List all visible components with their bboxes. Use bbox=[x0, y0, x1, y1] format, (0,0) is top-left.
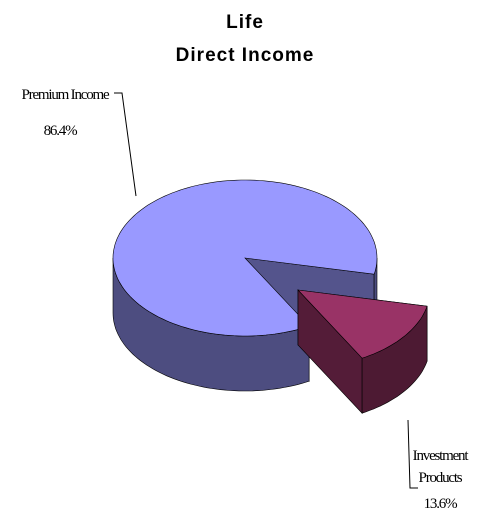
leader-line bbox=[407, 419, 418, 489]
slice-label: Premium Income bbox=[21, 87, 110, 103]
leader-line bbox=[114, 92, 137, 197]
slice-value-label: 86.4% bbox=[43, 123, 78, 139]
slice-label: Investment Products bbox=[412, 448, 469, 486]
slice-value-label: 13.6% bbox=[423, 496, 458, 512]
slice bbox=[112, 179, 378, 337]
chart-title: Direct Income bbox=[176, 45, 315, 66]
slice bbox=[297, 289, 428, 359]
chart-title: Life bbox=[226, 12, 264, 33]
